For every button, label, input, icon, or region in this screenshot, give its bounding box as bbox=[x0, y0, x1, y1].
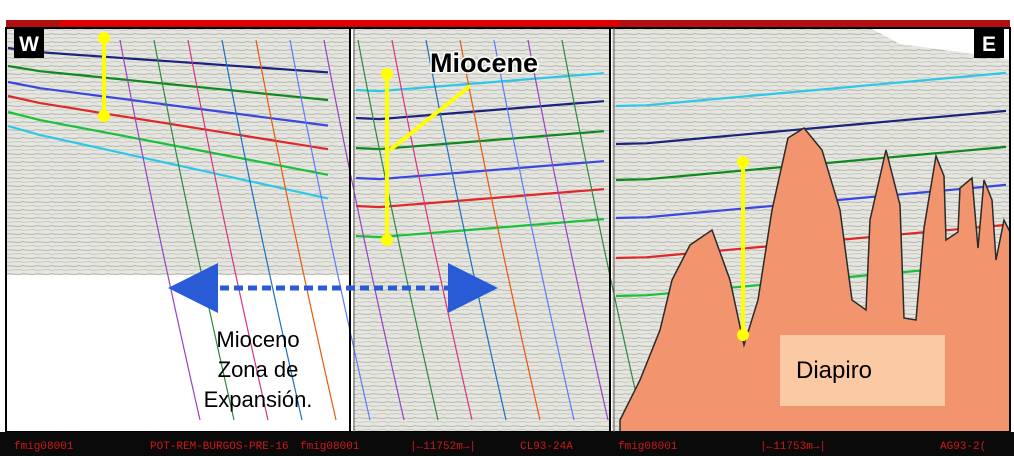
horizon-line bbox=[615, 71, 1007, 108]
horizon-line bbox=[7, 94, 329, 151]
fault-line bbox=[493, 39, 575, 421]
miocene-label: Miocene bbox=[430, 48, 538, 78]
horizon-line bbox=[355, 100, 605, 121]
east-label: E bbox=[982, 33, 996, 56]
fault-line bbox=[425, 39, 507, 421]
horizon-line bbox=[615, 109, 1007, 146]
fault-line bbox=[255, 39, 337, 421]
top-header-highlight bbox=[60, 20, 620, 26]
footer-label: fmig08001 bbox=[300, 441, 360, 453]
marker-dot bbox=[381, 234, 393, 246]
horizon-line bbox=[7, 80, 329, 127]
miocene-pointer bbox=[388, 84, 472, 152]
marker-dot bbox=[737, 156, 749, 168]
horizon-line bbox=[7, 110, 329, 176]
horizon-lines bbox=[7, 46, 1007, 298]
west-label: W bbox=[19, 33, 39, 56]
diapir-label: Diapiro bbox=[796, 357, 872, 384]
fault-line bbox=[357, 39, 439, 421]
footer-labels: fmig08001 POT-REM-BURGOS-PRE-16 fmig08001 |… bbox=[14, 441, 986, 453]
fault-line bbox=[459, 39, 541, 421]
horizon-line bbox=[355, 72, 605, 93]
footer-label: CL93-24A bbox=[520, 441, 573, 453]
fault-line bbox=[391, 39, 473, 421]
horizon-line bbox=[355, 218, 605, 239]
thickness-markers bbox=[98, 32, 749, 341]
horizon-line bbox=[355, 188, 605, 209]
horizon-line bbox=[7, 46, 329, 74]
horizon-line bbox=[355, 160, 605, 181]
west-badge bbox=[14, 28, 44, 58]
footer-label: |←11753m→| bbox=[760, 441, 826, 453]
horizon-line bbox=[7, 124, 329, 200]
footer-label: |←11752m→| bbox=[410, 441, 476, 453]
marker-dot bbox=[737, 329, 749, 341]
expansion-label-line3: Expansión. bbox=[204, 387, 313, 412]
footer-bar bbox=[0, 432, 1014, 456]
expansion-label-line1: Mioceno bbox=[216, 327, 299, 352]
fault-line bbox=[153, 39, 235, 421]
marker-dot bbox=[381, 68, 393, 80]
marker-dot bbox=[98, 32, 110, 44]
horizon-line bbox=[7, 64, 329, 102]
fault-line bbox=[527, 39, 609, 421]
marker-dot bbox=[98, 110, 110, 122]
expansion-label-line2: Zona de bbox=[218, 357, 299, 382]
footer-label: POT-REM-BURGOS-PRE-16 bbox=[150, 441, 289, 453]
east-badge bbox=[974, 28, 1004, 58]
footer-label: fmig08001 bbox=[618, 441, 678, 453]
fault-line bbox=[119, 39, 201, 421]
footer-label: fmig08001 bbox=[14, 441, 74, 453]
fault-line bbox=[289, 39, 371, 421]
fault-lines bbox=[119, 39, 643, 421]
diapir-label-box bbox=[780, 335, 945, 406]
footer-label: AG93-2( bbox=[940, 441, 986, 453]
fault-line bbox=[323, 39, 405, 421]
fault-line bbox=[187, 39, 269, 421]
fault-line bbox=[221, 39, 303, 421]
fault-line bbox=[561, 39, 643, 421]
